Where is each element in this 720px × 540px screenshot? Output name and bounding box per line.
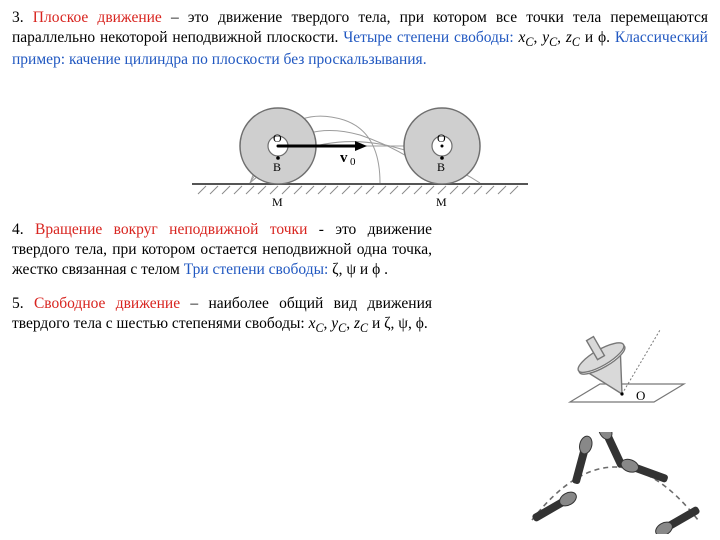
figure-spinning-top: O [544, 316, 704, 416]
p5-zC-sub: C [360, 321, 368, 335]
fig-rolling-v0: v [340, 150, 348, 166]
fig-rolling-O1: O [273, 131, 282, 145]
p5-title: Свободное движение [34, 295, 180, 312]
para-4: 4. Вращение вокруг неподвижной точки - э… [12, 220, 432, 279]
p3-yC-sub: C [549, 35, 557, 49]
fig-rolling-M2: M [436, 195, 447, 209]
p3-sep1: , [533, 29, 542, 46]
fig-rolling-M1: M [272, 195, 283, 209]
p3-sep2: , [557, 29, 566, 46]
p3-and-phi: и ϕ. [580, 29, 615, 46]
fig-rolling-v0-sub: 0 [350, 156, 356, 168]
p3-num: 3. [12, 9, 33, 26]
p4-title: Вращение вокруг неподвижной точки [35, 221, 307, 238]
fig-rolling-O2: O [437, 131, 446, 145]
p5-dash: – [180, 295, 208, 312]
figure-rolling-cylinder: O B M O B M v 0 [180, 80, 540, 210]
p5-yC-sub: C [338, 321, 346, 335]
p5-num: 5. [12, 295, 34, 312]
p5-angles: ζ, ψ, ϕ. [384, 315, 428, 332]
fig-rolling-B2: B [437, 160, 445, 174]
p4-angles: ζ, ψ и ϕ . [332, 261, 388, 278]
p3-zC-sub: C [572, 35, 580, 49]
p5-and: и [368, 315, 384, 332]
fig-rolling-B1: B [273, 160, 281, 174]
p4-dash: - [307, 221, 335, 238]
p4-three: Три степени свободы: [184, 261, 332, 278]
para-3: 3. Плоское движение – это движение тверд… [12, 8, 708, 70]
para-5: 5. Свободное движение – наиболее общий в… [12, 294, 432, 336]
figure-free-motion-clubs [520, 432, 710, 534]
p4-num: 4. [12, 221, 35, 238]
p5-sep2: , [346, 315, 354, 332]
p3-four: Четыре степени свободы: [343, 29, 518, 46]
p3-rolling: качение цилиндра по плоскости без проска… [69, 51, 427, 68]
p3-title: Плоское движение [33, 9, 162, 26]
p5-xC-sub: C [315, 321, 323, 335]
fig-top-O: O [636, 388, 645, 403]
